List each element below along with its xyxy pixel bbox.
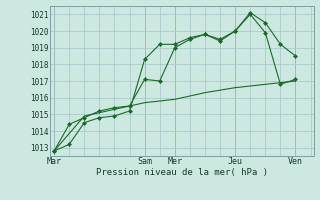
X-axis label: Pression niveau de la mer( hPa ): Pression niveau de la mer( hPa ) — [96, 168, 268, 177]
